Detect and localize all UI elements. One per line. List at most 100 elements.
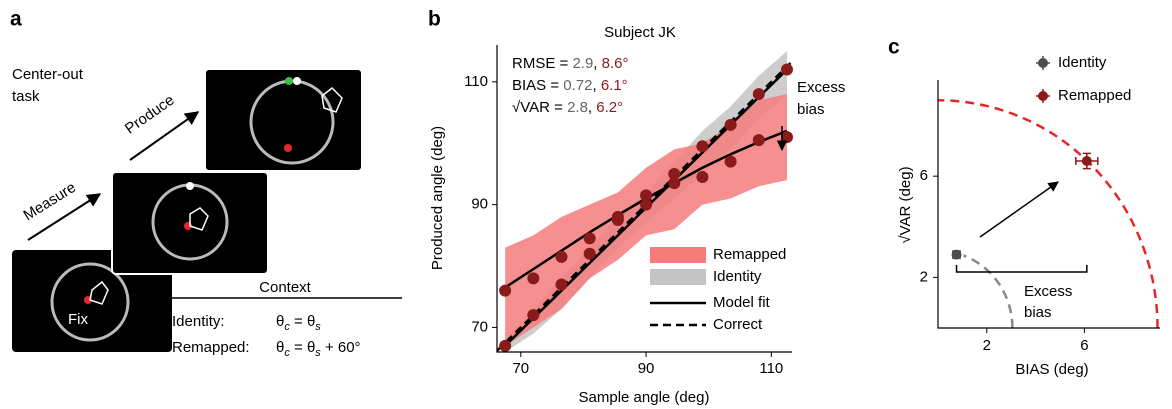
arc	[962, 254, 1014, 329]
data-point	[527, 272, 540, 285]
equation-part: = θ	[290, 339, 315, 356]
stat-part: 6.2°	[596, 99, 623, 116]
ring	[50, 262, 130, 342]
hand	[89, 280, 109, 305]
data-point	[752, 88, 765, 101]
context-title: Context	[259, 279, 312, 296]
data-point	[499, 284, 512, 297]
x-tick-label: 110	[759, 360, 783, 377]
equation: θc = θs	[276, 313, 321, 333]
y-tick-label: 110	[464, 73, 488, 90]
task-label: task	[12, 88, 40, 105]
dot	[293, 77, 301, 85]
stat-part: 6.1°	[601, 77, 628, 94]
stat-part: ,	[588, 99, 596, 116]
data-point	[499, 339, 512, 352]
arc	[937, 98, 1159, 329]
stat-line: RMSE = 2.9, 8.6°	[512, 55, 629, 72]
data-point	[780, 131, 793, 144]
equation-part: + 60°	[321, 339, 361, 356]
hand	[189, 207, 209, 231]
data-point	[1081, 155, 1092, 166]
legend-label: Remapped	[713, 246, 786, 263]
arrow	[27, 193, 102, 241]
panel-label: a	[10, 8, 22, 31]
data-point	[640, 198, 653, 211]
x-tick-label: 90	[638, 360, 655, 377]
annotation: bias	[1024, 304, 1052, 321]
stat-part: ,	[592, 77, 600, 94]
hand	[321, 86, 343, 113]
x-tick-label: 70	[512, 360, 529, 377]
stat-part: √VAR =	[512, 99, 567, 116]
subscript: c	[284, 347, 290, 359]
data-point	[583, 232, 596, 245]
dot	[285, 77, 293, 85]
legend-marker	[1038, 91, 1048, 101]
stat-part: 0.72	[563, 77, 592, 94]
y-tick-label: 90	[471, 196, 488, 213]
data-point	[527, 309, 540, 322]
data-point	[668, 177, 681, 190]
legend-swatch	[650, 247, 706, 263]
dot	[284, 144, 292, 152]
annotation: Excess	[1024, 283, 1072, 300]
subscript: c	[284, 321, 290, 333]
y-tick-label: 70	[471, 318, 488, 335]
row-label: Identity:	[172, 313, 225, 330]
annotation: Excess	[797, 79, 845, 96]
fix-label: Fix	[68, 311, 88, 328]
arrow-label: Measure	[20, 179, 79, 224]
data-point	[611, 213, 624, 226]
legend-marker	[1038, 58, 1048, 68]
x-axis-label: Sample angle (deg)	[579, 389, 710, 406]
data-point	[668, 167, 681, 180]
dot	[186, 182, 194, 190]
data-point	[724, 155, 737, 168]
arrow	[129, 111, 200, 161]
equation: θc = θs + 60°	[276, 339, 361, 359]
data-point	[696, 140, 709, 153]
stat-part: 2.8	[567, 99, 588, 116]
legend-label: Model fit	[713, 294, 771, 311]
stat-part: 8.6°	[602, 55, 629, 72]
data-point	[555, 278, 568, 291]
data-point	[583, 247, 596, 260]
stat-part: ,	[593, 55, 601, 72]
stat-line: √VAR = 2.8, 6.2°	[512, 99, 623, 116]
correct-line	[497, 60, 792, 352]
y-tick-label: 2	[920, 268, 928, 285]
band	[505, 94, 787, 346]
axes	[496, 45, 792, 353]
data-point	[640, 189, 653, 202]
data-point	[752, 134, 765, 147]
data-point	[951, 249, 962, 260]
data-point	[555, 250, 568, 263]
panel-label: c	[888, 36, 900, 59]
legend-swatch	[650, 269, 706, 285]
legend-label: Correct	[713, 316, 763, 333]
y-tick-label: 6	[920, 167, 928, 184]
legend-label: Identity	[713, 268, 762, 285]
panel-a: Measure Produce Fix Center-out task Cont…	[12, 66, 402, 352]
legend-label: Remapped	[1058, 87, 1131, 104]
data-point	[696, 171, 709, 184]
y-axis-label: √VAR (deg)	[897, 166, 914, 243]
x-tick-label: 2	[983, 337, 991, 354]
x-tick-label: 6	[1080, 337, 1088, 354]
axes	[937, 80, 1160, 329]
chart-title: Subject JK	[604, 24, 676, 41]
equation-part: θ	[276, 339, 284, 356]
row-label: Remapped:	[172, 339, 250, 356]
panel-label: b	[428, 8, 441, 31]
stat-part: 2.9	[572, 55, 593, 72]
stat-part: BIAS =	[512, 77, 563, 94]
y-axis-label: Produced angle (deg)	[429, 126, 446, 270]
arrow	[979, 181, 1059, 238]
x-axis-label: BIAS (deg)	[1015, 361, 1088, 378]
annotation: bias	[797, 101, 825, 118]
data-point	[780, 63, 793, 76]
data-point	[724, 118, 737, 131]
equation-part: θ	[276, 313, 284, 330]
